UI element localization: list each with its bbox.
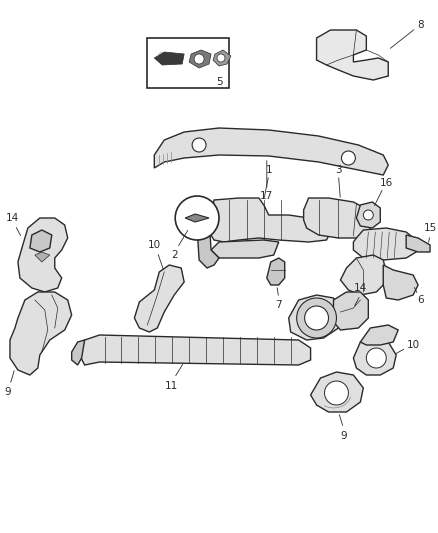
Polygon shape bbox=[211, 240, 279, 258]
Polygon shape bbox=[134, 265, 184, 332]
Bar bbox=[147, 38, 229, 88]
Text: 15: 15 bbox=[424, 223, 437, 233]
Text: 9: 9 bbox=[5, 387, 11, 397]
Text: 14: 14 bbox=[5, 213, 18, 223]
Polygon shape bbox=[267, 258, 285, 285]
Text: 8: 8 bbox=[417, 20, 424, 30]
Polygon shape bbox=[30, 230, 52, 252]
Polygon shape bbox=[406, 235, 430, 252]
Polygon shape bbox=[357, 202, 380, 228]
Circle shape bbox=[297, 298, 336, 338]
Polygon shape bbox=[80, 335, 311, 365]
Polygon shape bbox=[209, 198, 331, 242]
Text: 14: 14 bbox=[354, 283, 367, 293]
Text: 10: 10 bbox=[148, 240, 161, 250]
Text: 11: 11 bbox=[165, 381, 178, 391]
Polygon shape bbox=[289, 295, 340, 340]
Text: 6: 6 bbox=[417, 295, 424, 305]
Text: 3: 3 bbox=[335, 165, 342, 175]
Circle shape bbox=[192, 138, 206, 152]
Circle shape bbox=[217, 54, 225, 62]
Polygon shape bbox=[333, 292, 368, 330]
Circle shape bbox=[366, 348, 386, 368]
Text: 9: 9 bbox=[340, 431, 347, 441]
Polygon shape bbox=[185, 214, 209, 222]
Circle shape bbox=[175, 196, 219, 240]
Circle shape bbox=[342, 151, 355, 165]
Polygon shape bbox=[35, 252, 50, 262]
Polygon shape bbox=[311, 372, 364, 412]
Polygon shape bbox=[72, 340, 85, 365]
Polygon shape bbox=[189, 50, 211, 68]
Text: 7: 7 bbox=[276, 300, 282, 310]
Polygon shape bbox=[340, 255, 386, 295]
Text: 1: 1 bbox=[265, 165, 272, 175]
Circle shape bbox=[325, 381, 348, 405]
Circle shape bbox=[304, 306, 328, 330]
Polygon shape bbox=[360, 325, 398, 345]
Polygon shape bbox=[154, 128, 388, 175]
Polygon shape bbox=[10, 292, 72, 375]
Polygon shape bbox=[304, 198, 373, 238]
Text: 2: 2 bbox=[171, 250, 177, 260]
Polygon shape bbox=[154, 52, 184, 65]
Polygon shape bbox=[317, 30, 388, 80]
Circle shape bbox=[364, 210, 373, 220]
Text: 10: 10 bbox=[406, 340, 420, 350]
Polygon shape bbox=[197, 218, 219, 268]
Text: 5: 5 bbox=[215, 77, 223, 87]
Polygon shape bbox=[213, 50, 231, 66]
Polygon shape bbox=[353, 338, 396, 375]
Text: 16: 16 bbox=[380, 178, 393, 188]
Polygon shape bbox=[383, 265, 418, 300]
Polygon shape bbox=[18, 218, 68, 292]
Polygon shape bbox=[353, 228, 416, 260]
Text: 17: 17 bbox=[260, 191, 273, 201]
Circle shape bbox=[194, 54, 204, 64]
